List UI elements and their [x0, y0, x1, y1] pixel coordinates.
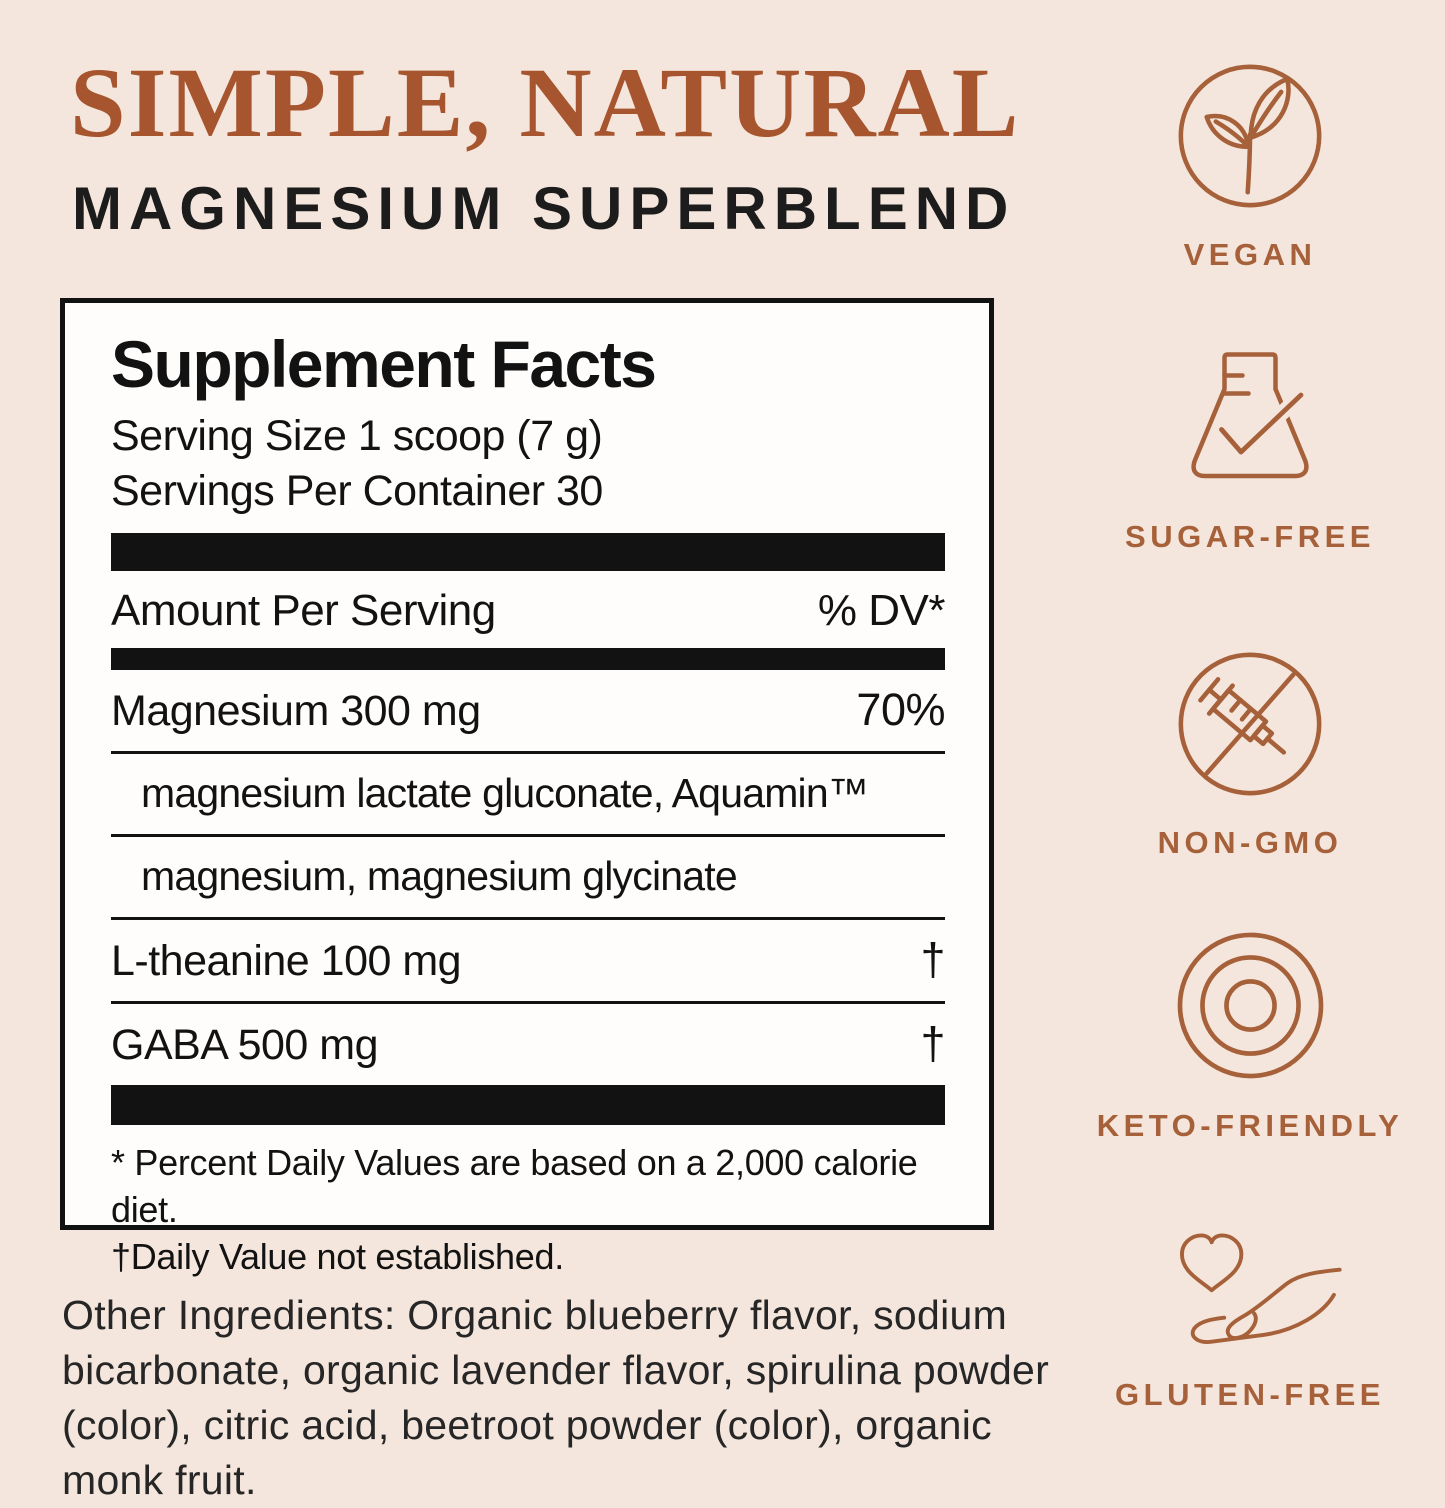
badge-non-gmo: NON-GMO	[1055, 648, 1445, 861]
divider-bar	[111, 648, 945, 670]
table-header-row: Amount Per Serving % DV*	[111, 571, 946, 648]
footnote-percent-dv: * Percent Daily Values are based on a 2,…	[111, 1142, 918, 1230]
ingredient-name: Magnesium 300 mg	[111, 687, 481, 735]
table-row: magnesium lactate gluconate, Aquamin™	[111, 751, 945, 834]
divider-bar	[111, 1085, 945, 1125]
ingredient-name: magnesium, magnesium glycinate	[141, 853, 738, 899]
table-row: GABA 500 mg †	[111, 1001, 945, 1085]
table-row: L-theanine 100 mg †	[111, 917, 945, 1001]
concentric-circles-icon	[1177, 932, 1323, 1079]
badge-gluten-free: GLUTEN-FREE	[1055, 1224, 1445, 1413]
badge-vegan-label: VEGAN	[1183, 237, 1317, 272]
ingredient-name: GABA 500 mg	[111, 1021, 379, 1069]
flask-check-icon	[1191, 352, 1309, 479]
badge-sugar-free: SUGAR-FREE	[1055, 344, 1445, 555]
supplement-facts-title: Supplement Facts	[111, 327, 657, 401]
other-ingredients-text: Other Ingredients: Organic blueberry fla…	[62, 1292, 1050, 1503]
page-subtitle: MAGNESIUM SUPERBLEND	[72, 175, 1016, 242]
no-syringe-icon	[1178, 652, 1322, 796]
table-row: magnesium, magnesium glycinate	[111, 834, 945, 917]
divider-bar	[111, 533, 945, 571]
heart-in-hand-icon	[1179, 1233, 1342, 1344]
footnotes: * Percent Daily Values are based on a 2,…	[111, 1139, 945, 1280]
badge-gluten-free-label: GLUTEN-FREE	[1115, 1377, 1385, 1412]
footnote-daily-value: †Daily Value not established.	[111, 1236, 564, 1277]
ingredient-dv: †	[920, 934, 945, 985]
table-row: Magnesium 300 mg 70%	[111, 670, 945, 751]
vegan-leaf-icon	[1178, 64, 1322, 208]
serving-size: Serving Size 1 scoop (7 g)	[111, 412, 603, 460]
ingredient-name: L-theanine 100 mg	[111, 937, 462, 985]
ingredient-dv: 70%	[856, 684, 945, 735]
page-title: SIMPLE, NATURAL	[70, 47, 1021, 158]
ingredient-dv: †	[920, 1018, 945, 1069]
badge-vegan: VEGAN	[1055, 60, 1445, 273]
ingredient-name: magnesium lactate gluconate, Aquamin™	[141, 770, 869, 816]
badge-keto-friendly: KETO-FRIENDLY	[1055, 928, 1445, 1144]
badge-sugar-free-label: SUGAR-FREE	[1125, 519, 1375, 554]
column-amount-per-serving: Amount Per Serving	[111, 586, 496, 635]
column-percent-dv: % DV*	[817, 586, 946, 635]
servings-per-container: Servings Per Container 30	[111, 467, 603, 515]
badge-keto-friendly-label: KETO-FRIENDLY	[1096, 1108, 1404, 1143]
badge-non-gmo-label: NON-GMO	[1157, 825, 1343, 860]
supplement-facts-panel: Supplement Facts Serving Size 1 scoop (7…	[60, 298, 994, 1277]
